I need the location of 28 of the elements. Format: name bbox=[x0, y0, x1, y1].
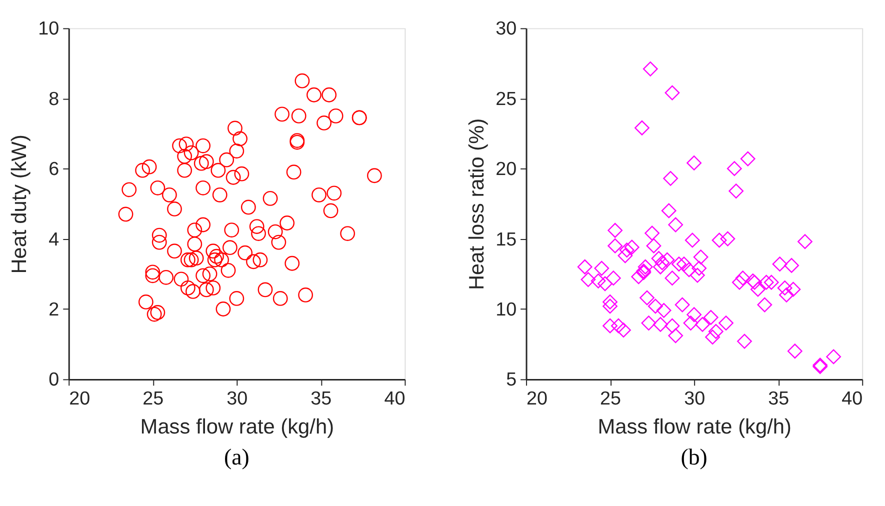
y-tick-label: 0 bbox=[48, 370, 60, 391]
y-tick-label: 4 bbox=[48, 229, 60, 250]
x-tick-label: 25 bbox=[600, 388, 622, 410]
y-tick-label: 10 bbox=[38, 18, 60, 40]
y-axis-title: Heat duty (kW) bbox=[8, 134, 32, 274]
y-tick-label: 30 bbox=[496, 18, 517, 40]
text: (a) bbox=[224, 444, 250, 470]
y-tick-label: 10 bbox=[496, 299, 517, 320]
y-axis-title: Heat loss ratio (%) bbox=[466, 118, 489, 290]
x-tick-label: 30 bbox=[684, 388, 706, 410]
y-tick-label: 5 bbox=[506, 370, 517, 391]
x-axis-title: Mass flow rate (kg/h) bbox=[598, 415, 792, 438]
text: (b) bbox=[680, 444, 708, 470]
y-tick-label: 25 bbox=[496, 88, 517, 110]
y-tick-label: 8 bbox=[48, 88, 60, 110]
x-tick-label: 20 bbox=[69, 388, 90, 410]
x-tick-label: 30 bbox=[226, 388, 248, 410]
x-tick-label: 25 bbox=[142, 388, 164, 410]
x-tick-label: 35 bbox=[310, 388, 332, 410]
x-axis-title: Mass flow rate (kg/h) bbox=[140, 415, 334, 438]
x-tick-label: 40 bbox=[842, 388, 863, 410]
x-tick-label: 40 bbox=[384, 388, 406, 410]
x-tick-label: 35 bbox=[768, 388, 790, 410]
y-tick-label: 15 bbox=[496, 229, 517, 250]
y-tick-label: 2 bbox=[48, 299, 60, 320]
y-tick-label: 6 bbox=[48, 159, 60, 180]
y-tick-label: 20 bbox=[496, 159, 517, 180]
x-tick-label: 20 bbox=[526, 388, 548, 410]
